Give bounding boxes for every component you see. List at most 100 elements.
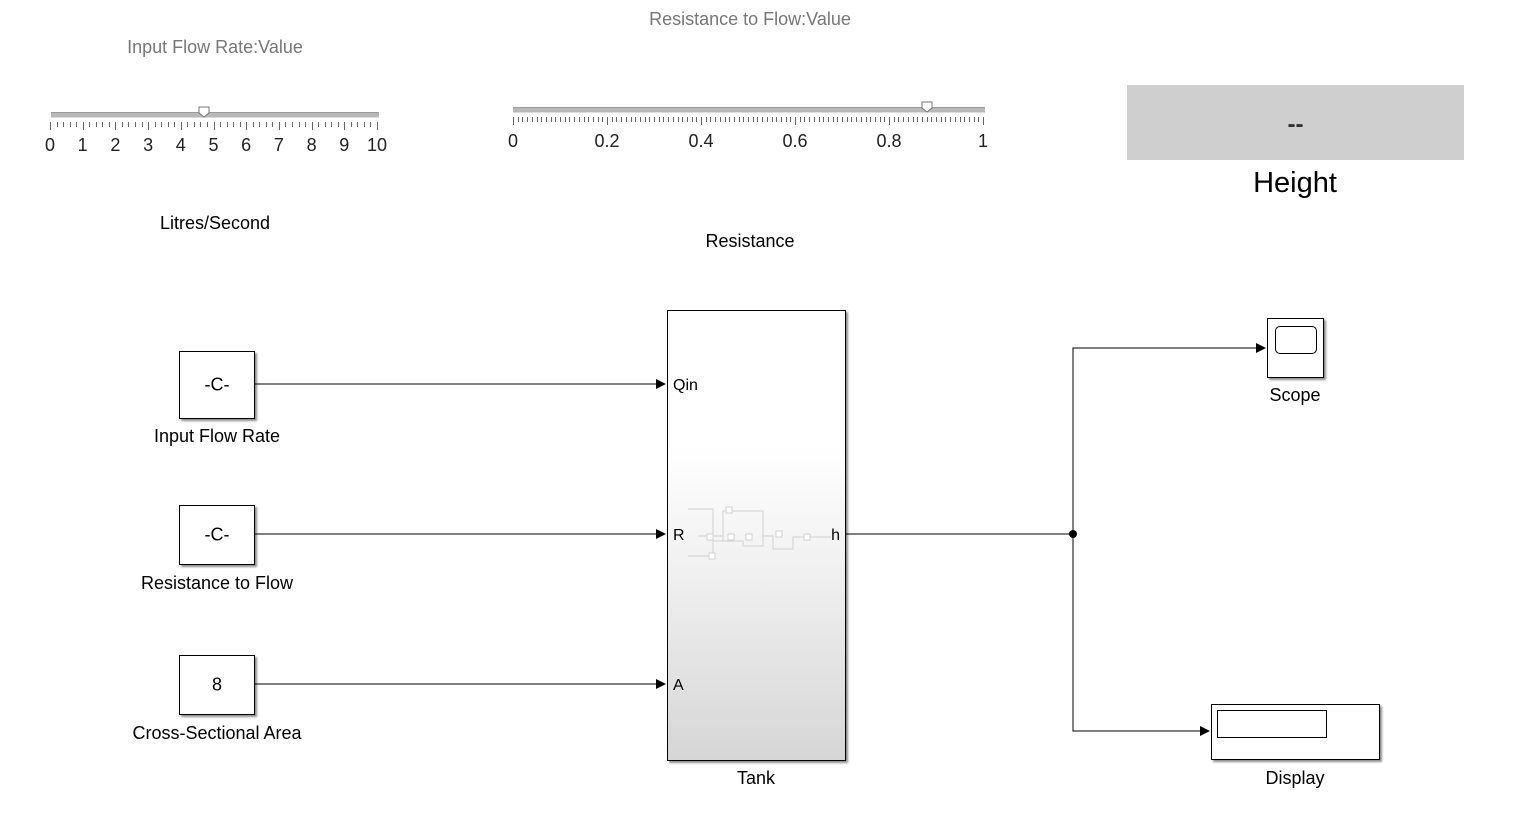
- slider-tick: [285, 122, 287, 127]
- slider-tick: [827, 117, 829, 122]
- slider-tick: [298, 122, 300, 127]
- slider-tick: [213, 122, 215, 130]
- resistance-slider-thumb[interactable]: [921, 101, 933, 113]
- slider-tick: [959, 117, 961, 122]
- slider-tick: [621, 117, 623, 122]
- slider-tick: [879, 117, 881, 122]
- slider-tick: [522, 117, 524, 122]
- slider-tick: [602, 117, 604, 122]
- slider-tick-label: 8: [306, 135, 317, 155]
- resistance-slider-track[interactable]: [513, 107, 985, 113]
- slider-tick: [917, 117, 919, 122]
- slider-tick: [931, 117, 933, 122]
- display-block[interactable]: [1211, 704, 1380, 760]
- slider-tick-label: 7: [273, 135, 284, 155]
- tank-block-label: Tank: [736, 768, 776, 788]
- height-display-widget[interactable]: --: [1127, 85, 1464, 160]
- resistance-slider-title: Resistance to Flow:Value: [649, 9, 851, 29]
- slider-tick-label: 4: [175, 135, 186, 155]
- slider-tick: [200, 122, 202, 127]
- input-flow-rate-slider-thumb[interactable]: [198, 106, 210, 118]
- slider-tick: [324, 122, 326, 127]
- slider-tick: [588, 117, 590, 122]
- cross-sectional-area-constant-block[interactable]: 8: [179, 655, 255, 715]
- slider-tick: [945, 117, 947, 122]
- slider-tick: [76, 122, 78, 127]
- slider-tick: [724, 117, 726, 122]
- slider-tick: [654, 117, 655, 122]
- slider-tick: [870, 117, 872, 122]
- slider-tick: [757, 117, 759, 122]
- slider-tick: [644, 117, 646, 122]
- resistance-slider[interactable]: 0 0.2 0.4 0.6 0.8 1: [500, 100, 1000, 160]
- slider-tick: [541, 117, 543, 122]
- slider-tick: [187, 122, 189, 127]
- input-flow-rate-slider-track[interactable]: [51, 112, 379, 118]
- slider-tick: [978, 117, 980, 122]
- slider-tick: [968, 117, 970, 122]
- branch-point: [1069, 530, 1077, 538]
- slider-tick-label: 6: [241, 135, 252, 155]
- slider-tick: [954, 117, 956, 122]
- slider-tick: [762, 117, 764, 122]
- slider-tick: [128, 122, 130, 127]
- tank-port-h: h: [831, 527, 840, 544]
- input-flow-rate-constant-block[interactable]: -C-: [179, 351, 255, 419]
- input-flow-rate-block-label: Input Flow Rate: [153, 426, 281, 446]
- slider-tick: [907, 117, 909, 122]
- slider-tick: [865, 117, 867, 122]
- slider-tick: [851, 117, 853, 122]
- slider-tick: [771, 117, 773, 122]
- slider-tick: [141, 122, 143, 127]
- slider-tick: [799, 117, 801, 122]
- slider-tick: [95, 122, 97, 127]
- slider-tick: [813, 117, 815, 122]
- slider-tick: [527, 117, 529, 122]
- slider-tick: [82, 122, 84, 130]
- slider-tick: [363, 122, 365, 127]
- slider-tick: [715, 117, 717, 122]
- slider-tick: [663, 117, 665, 122]
- resistance-to-flow-constant-block[interactable]: -C-: [179, 505, 255, 565]
- input-flow-rate-slider[interactable]: 0 1 2 3 4 5 6 7 8 9 10: [40, 100, 390, 160]
- display-readout-icon: [1217, 710, 1327, 738]
- slider-tick: [108, 122, 110, 127]
- slider-tick: [616, 117, 618, 122]
- slider-tick: [167, 122, 169, 127]
- signal-line-to-display[interactable]: [1072, 534, 1210, 736]
- slider-tick: [377, 122, 378, 130]
- slider-tick: [592, 117, 594, 122]
- slider-tick: [860, 117, 862, 122]
- slider-tick-label: 0: [507, 131, 519, 151]
- height-display-value: --: [1287, 111, 1304, 138]
- slider-tick: [983, 117, 984, 125]
- slider-tick: [672, 117, 674, 122]
- slider-tick: [350, 122, 352, 127]
- slider-tick: [569, 117, 571, 122]
- scope-block[interactable]: [1267, 318, 1324, 378]
- slider-tick-label: 1: [77, 135, 88, 155]
- slider-tick: [337, 122, 339, 127]
- slider-tick: [607, 117, 608, 125]
- slider-tick: [710, 117, 712, 122]
- slider-tick: [220, 122, 222, 127]
- slider-tick: [790, 117, 792, 122]
- scope-screen-icon: [1275, 326, 1317, 354]
- slider-tick: [344, 122, 346, 130]
- slider-tick: [682, 117, 684, 122]
- subsystem-preview-icon: [688, 506, 831, 560]
- signal-line-to-scope[interactable]: [1072, 343, 1266, 534]
- slider-tick: [305, 122, 307, 127]
- slider-tick: [630, 117, 632, 122]
- input-flow-rate-constant-text: -C-: [204, 374, 230, 395]
- slider-tick: [936, 117, 937, 122]
- slider-tick: [818, 117, 820, 122]
- slider-tick-label: 0: [44, 135, 56, 155]
- cross-sectional-area-constant-text: 8: [211, 674, 222, 695]
- slider-tick: [733, 117, 735, 122]
- slider-tick: [583, 117, 585, 122]
- resistance-to-flow-constant-text: -C-: [204, 524, 230, 545]
- tank-subsystem-block[interactable]: Qin R A h: [667, 310, 846, 761]
- slider-tick: [635, 117, 637, 122]
